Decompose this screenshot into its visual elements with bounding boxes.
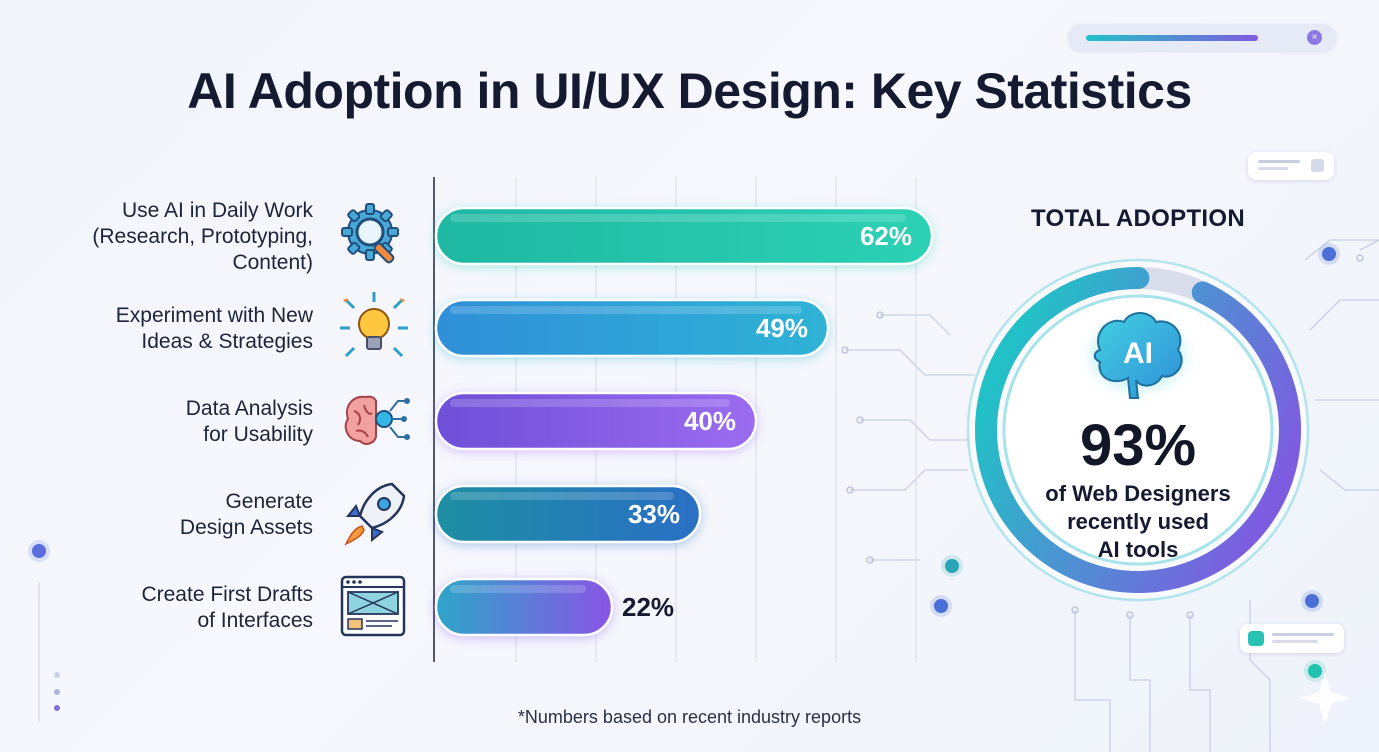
- bar-value-label: 62%: [860, 221, 912, 251]
- category-label-line: Experiment with New: [115, 304, 313, 327]
- bar-sheen: [450, 214, 906, 222]
- footnote: *Numbers based on recent industry report…: [517, 707, 862, 727]
- circuit-node: [876, 311, 884, 319]
- sparkle-icon: [1300, 672, 1350, 724]
- bar-sheen: [450, 399, 730, 407]
- donut-value: 93%: [1079, 413, 1197, 478]
- category-label-line: Design Assets: [179, 516, 313, 539]
- category-label: Create First Drafts of Interfaces: [141, 582, 313, 634]
- glow-dot: [1305, 594, 1319, 608]
- circuit-trace: [1319, 469, 1379, 491]
- circuit-node: [866, 556, 874, 564]
- mini-card-top: [1248, 152, 1334, 180]
- circuit-trace: [860, 419, 970, 441]
- glow-dot: [1322, 247, 1336, 261]
- donut-caption-line: of Web Designers: [1045, 481, 1231, 506]
- circuit-trace: [1304, 239, 1379, 261]
- circuit-trace: [850, 469, 968, 491]
- lightbulb-arrows-icon: [340, 292, 408, 358]
- category-label: Data Analysis for Usability: [186, 396, 313, 448]
- donut-caption-line: recently used: [1067, 509, 1209, 534]
- bar-sheen: [450, 492, 674, 500]
- category-label-line: Data Analysis: [185, 397, 313, 420]
- category-label-line: of Interfaces: [197, 609, 313, 632]
- circuit-trace: [1189, 615, 1211, 752]
- circuit-decoration: [28, 239, 1379, 752]
- progress-pill: ×: [1068, 24, 1336, 51]
- circuit-node: [1356, 254, 1364, 262]
- wireframe-window-icon: [340, 575, 406, 637]
- category-label-line: Create First Drafts: [141, 583, 313, 606]
- category-label: Use AI in Daily Work (Research, Prototypi…: [92, 198, 313, 276]
- bar-5: [434, 577, 614, 637]
- glow-dot: [945, 559, 959, 573]
- donut-title: TOTAL ADOPTION: [1031, 205, 1245, 232]
- bar-sheen: [450, 585, 586, 593]
- donut-caption-line: AI tools: [1097, 537, 1179, 562]
- rocket-icon: [344, 482, 406, 546]
- circuit-trace: [845, 349, 975, 376]
- category-label-line: Use AI in Daily Work: [122, 199, 313, 222]
- bar-4: [434, 484, 702, 544]
- close-icon[interactable]: ×: [1307, 30, 1322, 45]
- gear-magnifier-icon: [341, 203, 399, 264]
- category-label: Experiment with New Ideas & Strategies: [116, 303, 313, 355]
- circuit-node: [1071, 606, 1079, 614]
- bar-value-label: 40%: [684, 406, 736, 436]
- bar-value-label: 49%: [756, 313, 808, 343]
- circuit-node: [1126, 611, 1134, 619]
- ai-brain-icon: AI: [1090, 312, 1186, 399]
- glow-dot: [1308, 664, 1322, 678]
- mini-card-bottom: [1240, 624, 1344, 653]
- category-label: Generate Design Assets: [180, 489, 313, 541]
- circuit-trace: [1129, 615, 1151, 752]
- category-label-line: Generate: [225, 490, 313, 513]
- circuit-trace: [1249, 600, 1271, 752]
- donut-arc: [975, 267, 1301, 594]
- page-title: AI Adoption in UI/UX Design: Key Statist…: [187, 63, 1192, 119]
- circuit-trace: [1074, 610, 1111, 752]
- category-label-line: Ideas & Strategies: [141, 330, 313, 353]
- glow-dot: [32, 544, 46, 558]
- pager-dot: [54, 705, 60, 711]
- circuit-node: [1186, 611, 1194, 619]
- circuit-node: [856, 416, 864, 424]
- circuit-node: [841, 346, 849, 354]
- bar-series: 62% 49% 40% 33% 22%: [434, 206, 934, 637]
- glow-dot: [934, 599, 948, 613]
- bar-1: [434, 206, 934, 266]
- donut-chart: AI: [966, 258, 1310, 602]
- circuit-node: [846, 486, 854, 494]
- circuit-trace: [880, 314, 951, 336]
- bar-sheen: [450, 306, 802, 314]
- progress-pill-fill: [1086, 35, 1258, 41]
- bar-2: [434, 298, 830, 358]
- circuit-trace: [1309, 299, 1379, 331]
- bar-value-label: 22%: [622, 592, 674, 622]
- brain-circuit-icon: [344, 395, 410, 445]
- pager-dot: [54, 689, 60, 695]
- bar-value-label: 33%: [628, 499, 680, 529]
- pager-dot: [54, 672, 60, 678]
- donut-caption: of Web Designers recently used AI tools: [1038, 480, 1238, 564]
- donut-center: [1002, 294, 1274, 566]
- circuit-trace: [1359, 239, 1379, 251]
- category-label-line: Content): [232, 251, 313, 274]
- category-label-line: (Research, Prototyping,: [92, 225, 313, 248]
- ai-badge-text: AI: [1123, 337, 1153, 370]
- bar-3: [434, 391, 758, 451]
- category-label-line: for Usability: [203, 423, 313, 446]
